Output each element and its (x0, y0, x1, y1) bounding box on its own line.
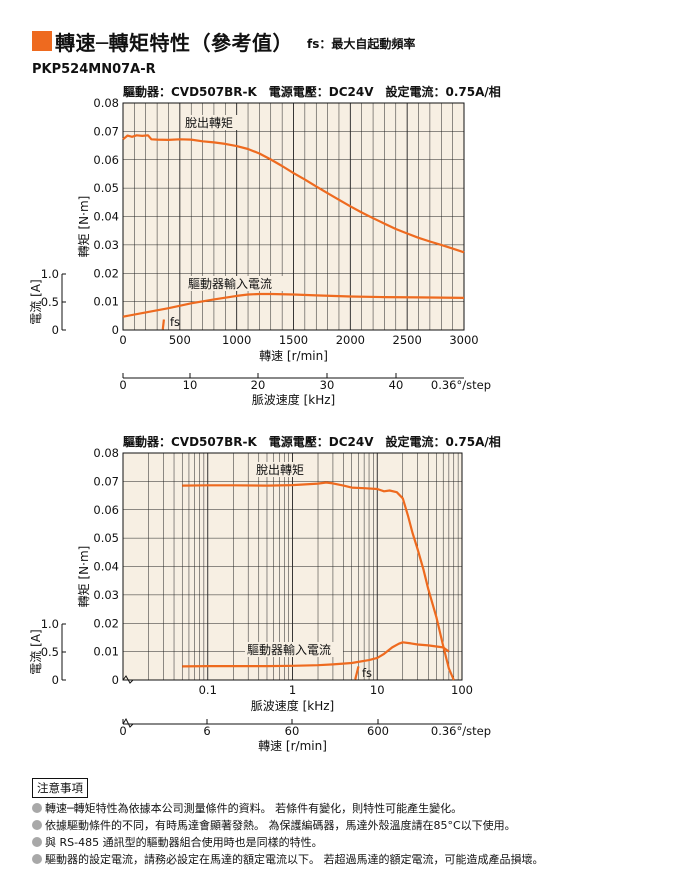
note-text: 與 RS-485 通訊型的驅動器組合使用時也是同樣的特性。 (45, 836, 323, 849)
secondary-tick-label: 20 (251, 378, 266, 392)
y-tick-label: 0.06 (93, 503, 119, 517)
charts-canvas: 驅動器：CVD507BR-K 電源電壓：DC24V 設定電流：0.75A/相00… (29, 84, 501, 753)
series-line (122, 134, 465, 254)
chart-1 (61, 102, 465, 379)
x-tick-label: 1 (289, 683, 296, 697)
y-tick-label: 0.07 (93, 124, 119, 138)
series-label: 驅動器輸入電流 (247, 642, 331, 657)
x-tick-label: 3000 (449, 333, 478, 347)
y-tick-label: 0.05 (93, 181, 119, 195)
secondary-tick-label: 0 (119, 724, 126, 738)
x-tick-label: 2500 (393, 333, 422, 347)
fs-marker (161, 319, 166, 330)
x-tick-label: 500 (169, 333, 191, 347)
header: 轉速─轉矩特性（參考值） fs：最大自起動頻率 (32, 28, 416, 55)
y-tick-label: 0.07 (93, 474, 119, 488)
bullet-icon (32, 854, 42, 864)
label-bg (245, 642, 343, 657)
x-tick-label: 0 (119, 333, 126, 347)
chart-conditions: 驅動器：CVD507BR-K 電源電壓：DC24V 設定電流：0.75A/相 (123, 434, 501, 449)
current-tick-label: 0 (52, 323, 59, 337)
chart-conditions: 驅動器：CVD507BR-K 電源電壓：DC24V 設定電流：0.75A/相 (123, 84, 501, 99)
notes-list: 轉速─轉矩特性為依據本公司測量條件的資料。 若條件有變化，則特性可能產生變化。 … (32, 800, 672, 868)
bullet-icon (32, 837, 42, 847)
notes-title: 注意事項 (32, 778, 88, 798)
note-item: 依據驅動條件的不同，有時馬達會顯著發熱。 為保護編碼器，馬達外殼溫度請在85°C… (32, 817, 672, 834)
secondary-tick-label: 6 (203, 724, 210, 738)
label-bg (254, 462, 312, 477)
fs-label: fs (170, 315, 180, 329)
note-item: 與 RS-485 通訊型的驅動器組合使用時也是同樣的特性。 (32, 834, 672, 851)
y-tick-label: 0.03 (93, 588, 119, 602)
series-line (122, 292, 465, 318)
note-item: 驅動器的設定電流，請務必設定在馬達的額定電流以下。 若超過馬達的額定電流，可能造… (32, 851, 672, 868)
y-tick-label: 0.08 (93, 446, 119, 460)
series-line (182, 481, 455, 681)
x-tick-label: 10 (370, 683, 385, 697)
y-tick-label: 0.01 (93, 295, 119, 309)
y-axis-label: 轉矩 [N·m] (77, 546, 91, 608)
x-tick-label: 0.1 (199, 683, 217, 697)
current-axis-label: 電流 [A] (29, 629, 43, 674)
x-tick-label: 1000 (222, 333, 251, 347)
current-tick-label: 0 (52, 673, 59, 687)
chart-2 (61, 452, 463, 728)
model-number: PKP524MN07A-R (32, 62, 156, 77)
secondary-tick-label: 30 (320, 378, 335, 392)
bullet-icon (32, 820, 42, 830)
series-label: 脫出轉矩 (256, 462, 304, 477)
y-tick-label: 0.05 (93, 531, 119, 545)
bullet-icon (32, 803, 42, 813)
secondary-tick-label: 0 (119, 378, 126, 392)
current-axis-label: 電流 [A] (29, 279, 43, 324)
plot-frame (122, 102, 465, 331)
y-tick-label: 0.08 (93, 96, 119, 110)
x-tick-label: 2000 (336, 333, 365, 347)
label-bg (186, 276, 284, 291)
y-tick-label: 0.06 (93, 153, 119, 167)
fs-marker (354, 666, 360, 680)
y-tick-label: 0.01 (93, 645, 119, 659)
y-tick-label: 0 (112, 673, 119, 687)
y-tick-label: 0.04 (93, 560, 119, 574)
note-text: 依據驅動條件的不同，有時馬達會顯著發熱。 為保護編碼器，馬達外殼溫度請在85°C… (45, 819, 516, 832)
y-tick-label: 0.04 (93, 210, 119, 224)
y-tick-label: 0 (112, 323, 119, 337)
fs-label: fs (362, 666, 372, 680)
secondary-tick-label: 600 (367, 724, 389, 738)
note-text: 驅動器的設定電流，請務必設定在馬達的額定電流以下。 若超過馬達的額定電流，可能造… (45, 853, 544, 866)
series-line (182, 641, 450, 668)
plot-frame (122, 452, 463, 681)
page-title: 轉速─轉矩特性（參考值） (55, 30, 294, 55)
label-bg (183, 115, 241, 130)
page-subtitle: fs：最大自起動頻率 (307, 36, 416, 51)
x-axis-label: 轉速 [r/min] (259, 349, 328, 363)
note-item: 轉速─轉矩特性為依據本公司測量條件的資料。 若條件有變化，則特性可能產生變化。 (32, 800, 672, 817)
note-text: 轉速─轉矩特性為依據本公司測量條件的資料。 若條件有變化，則特性可能產生變化。 (45, 802, 463, 815)
series-label: 驅動器輸入電流 (188, 276, 272, 291)
secondary-tick-label: 10 (183, 378, 198, 392)
y-tick-label: 0.03 (93, 238, 119, 252)
y-tick-label: 0.02 (93, 616, 119, 630)
current-tick-label: 0.5 (41, 295, 59, 309)
series-label: 脫出轉矩 (185, 115, 233, 130)
x-axis-label: 脈波速度 [kHz] (251, 698, 334, 713)
x-tick-label: 1500 (279, 333, 308, 347)
y-axis-label: 轉矩 [N·m] (77, 196, 91, 258)
title-marker (32, 31, 52, 51)
secondary-axis-suffix: 0.36°/step (431, 378, 491, 392)
secondary-tick-label: 40 (389, 378, 404, 392)
secondary-axis-label: 轉速 [r/min] (258, 739, 327, 753)
secondary-axis-suffix: 0.36°/step (431, 724, 491, 738)
current-tick-label: 0.5 (41, 645, 59, 659)
y-tick-label: 0.02 (93, 266, 119, 280)
axis-break-icon (122, 675, 134, 684)
secondary-axis-label: 脈波速度 [kHz] (252, 392, 335, 407)
current-tick-label: 1.0 (41, 617, 59, 631)
secondary-tick-label: 60 (285, 724, 300, 738)
axis-break-icon (122, 717, 134, 728)
current-tick-label: 1.0 (41, 267, 59, 281)
notes-section: 注意事項 轉速─轉矩特性為依據本公司測量條件的資料。 若條件有變化，則特性可能產… (32, 778, 672, 868)
x-tick-label: 100 (451, 683, 473, 697)
